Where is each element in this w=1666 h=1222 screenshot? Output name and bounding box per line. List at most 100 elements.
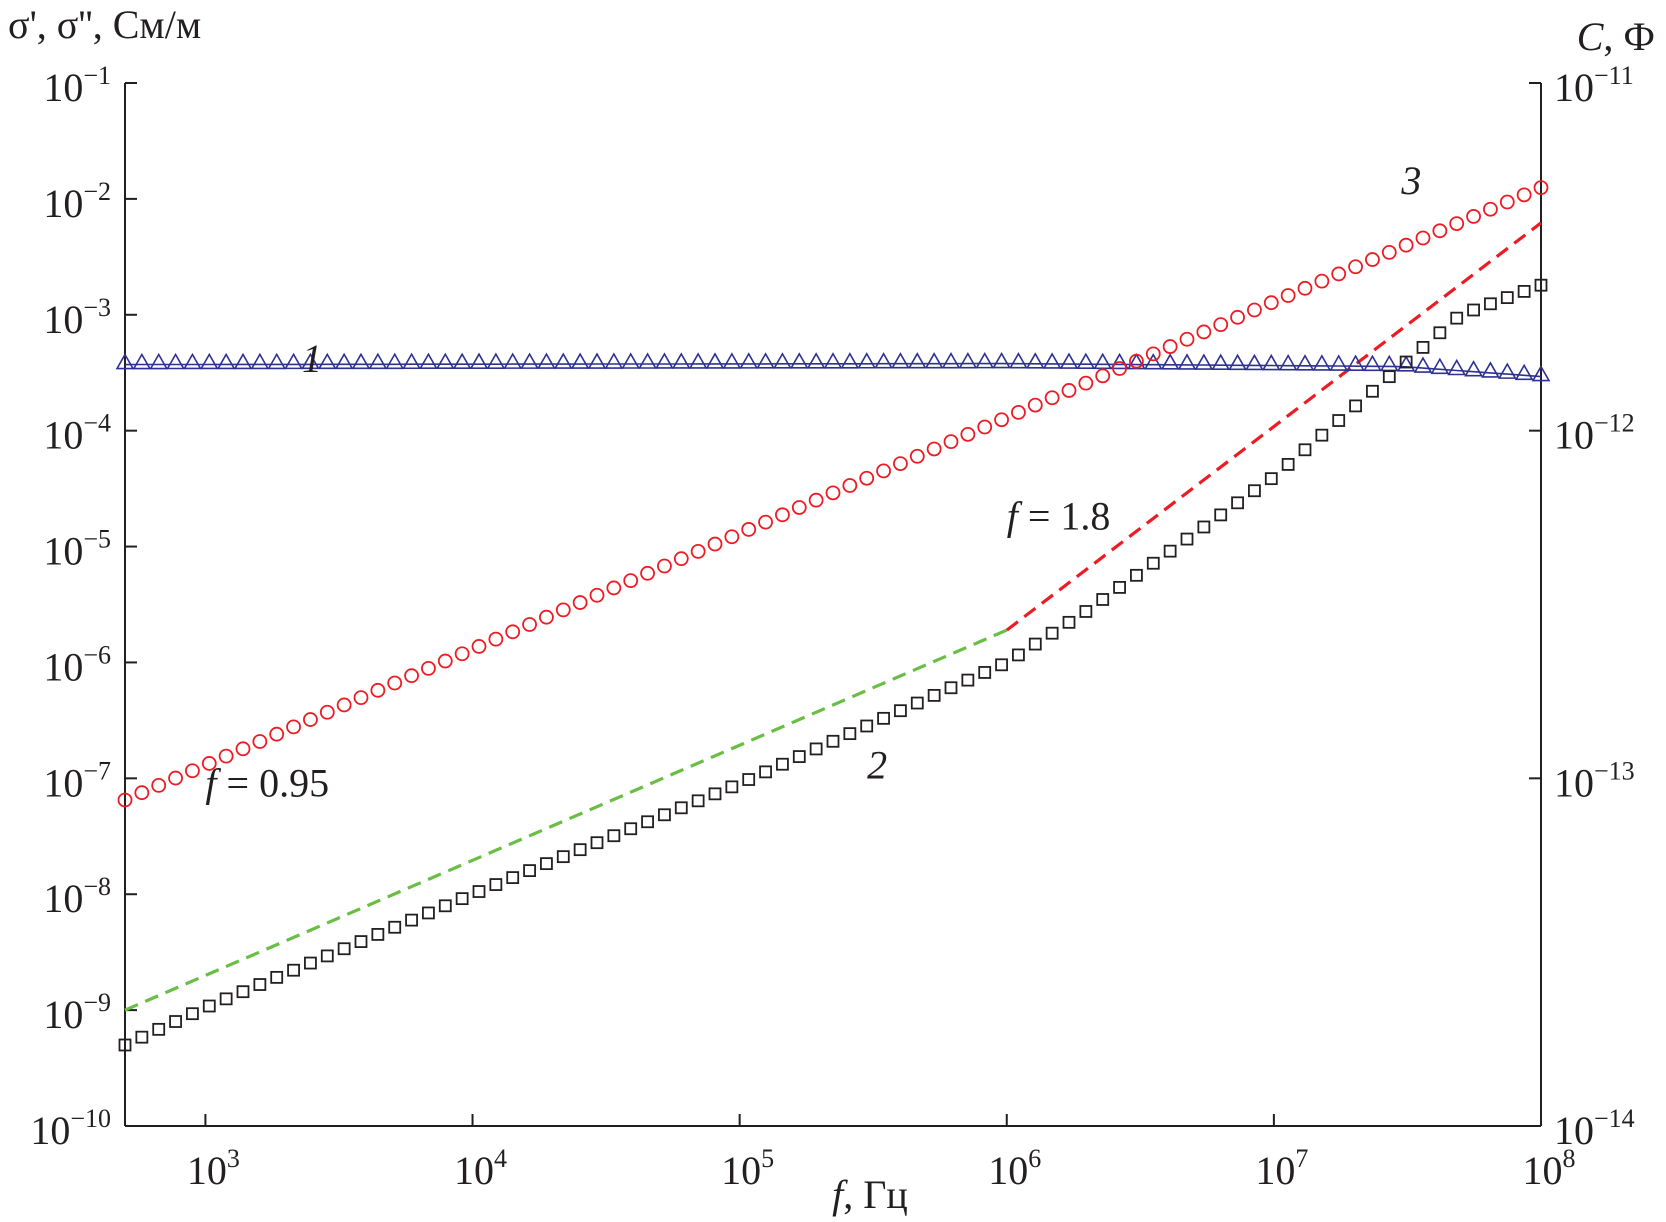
data-point <box>169 1015 182 1028</box>
data-point <box>1312 354 1332 371</box>
data-point <box>907 352 927 369</box>
axes <box>124 82 1542 1127</box>
data-point <box>1230 309 1245 325</box>
data-point <box>488 631 504 647</box>
data-point <box>183 352 202 370</box>
data-point <box>1331 266 1347 282</box>
data-point <box>1415 230 1431 246</box>
data-point <box>570 352 590 369</box>
data-point <box>186 1007 199 1021</box>
y-left-tick-label: 10−6 <box>43 640 111 689</box>
data-point <box>708 787 722 801</box>
data-point <box>604 352 624 369</box>
data-point <box>267 352 287 370</box>
x-tick-label: 103 <box>187 1144 240 1193</box>
data-point <box>806 352 826 369</box>
data-point <box>250 352 270 370</box>
data-point <box>489 878 503 891</box>
x-tick-label-base: 10 <box>1255 1148 1295 1193</box>
data-point <box>435 352 455 370</box>
data-point <box>471 639 487 654</box>
data-point <box>1129 353 1144 369</box>
data-point <box>1514 363 1534 381</box>
y-left-tick-label-exp: −3 <box>83 293 111 322</box>
data-point <box>1180 532 1194 546</box>
x-tick-label: 108 <box>1523 1144 1576 1193</box>
y-left-tick-label-exp: −4 <box>83 409 111 438</box>
data-point <box>235 741 251 757</box>
x-tick-label-base: 10 <box>988 1148 1028 1193</box>
data-point <box>421 660 436 676</box>
y-left-tick-label: 10−8 <box>43 872 111 921</box>
data-point <box>284 352 303 370</box>
data-point <box>1430 357 1450 375</box>
data-point <box>893 456 908 471</box>
y-left-tick-label: 10−1 <box>43 61 111 110</box>
data-point <box>387 675 403 691</box>
data-point <box>1197 520 1211 534</box>
data-point <box>638 352 657 369</box>
x-tick-label-exp: 7 <box>1295 1144 1308 1173</box>
data-point <box>371 928 385 941</box>
data-point <box>1059 352 1079 369</box>
fit-line <box>124 628 1008 1012</box>
data-point <box>556 850 570 864</box>
x-axis-title: f, Гц <box>832 1172 908 1217</box>
data-point <box>607 829 621 843</box>
data-point <box>573 843 587 857</box>
data-point <box>624 822 638 836</box>
x-tick-label-exp: 5 <box>761 1144 774 1173</box>
data-point <box>742 773 756 786</box>
data-point <box>977 419 993 435</box>
data-point <box>287 963 300 977</box>
data-point <box>1228 353 1247 371</box>
y-left-tick-label-base: 10 <box>43 413 83 458</box>
data-point <box>1314 273 1330 289</box>
data-point <box>1534 278 1548 292</box>
y-left-tick-label-exp: −1 <box>83 61 111 90</box>
x-tick-label-exp: 4 <box>494 1144 507 1173</box>
data-point <box>1297 280 1313 296</box>
annotation-text: = 0.95 <box>217 760 330 805</box>
data-point <box>877 711 890 725</box>
data-point <box>1247 302 1262 318</box>
x-tick-label: 107 <box>1255 1144 1308 1193</box>
data-point <box>1177 353 1197 370</box>
data-series <box>115 180 1551 1052</box>
data-point <box>1531 364 1551 382</box>
data-point <box>1533 180 1549 196</box>
data-point <box>1110 352 1129 370</box>
data-point <box>1025 352 1045 369</box>
data-point <box>1027 397 1043 413</box>
data-point <box>1213 317 1229 333</box>
data-point <box>1011 405 1026 420</box>
y-right-axis-title-unit: , Ф <box>1603 14 1655 59</box>
data-point <box>690 543 706 559</box>
data-point <box>1264 472 1278 486</box>
annotation: 3 <box>1400 158 1421 203</box>
data-point <box>317 352 337 370</box>
y-left-tick-label: 10−2 <box>43 177 111 226</box>
y-left-tick-label-base: 10 <box>43 992 83 1037</box>
data-point <box>1145 346 1161 362</box>
data-point <box>773 352 792 369</box>
data-point <box>1263 295 1279 311</box>
data-point <box>523 864 536 878</box>
data-point <box>1363 354 1382 372</box>
data-point <box>943 434 959 450</box>
data-point <box>1295 354 1315 371</box>
data-point <box>1245 353 1264 371</box>
y-left-tick-label-base: 10 <box>43 644 83 689</box>
data-point <box>168 770 183 786</box>
y-left-tick-label: 10−7 <box>43 756 111 805</box>
data-point <box>756 352 775 369</box>
data-point <box>132 352 152 370</box>
data-point <box>1517 284 1531 298</box>
x-tick-label-base: 10 <box>454 1148 494 1193</box>
data-point <box>404 668 419 684</box>
y-left-tick-label-exp: −8 <box>83 872 111 901</box>
data-point <box>826 734 840 748</box>
data-point <box>606 580 622 596</box>
data-point <box>319 704 335 720</box>
data-point <box>115 352 135 370</box>
